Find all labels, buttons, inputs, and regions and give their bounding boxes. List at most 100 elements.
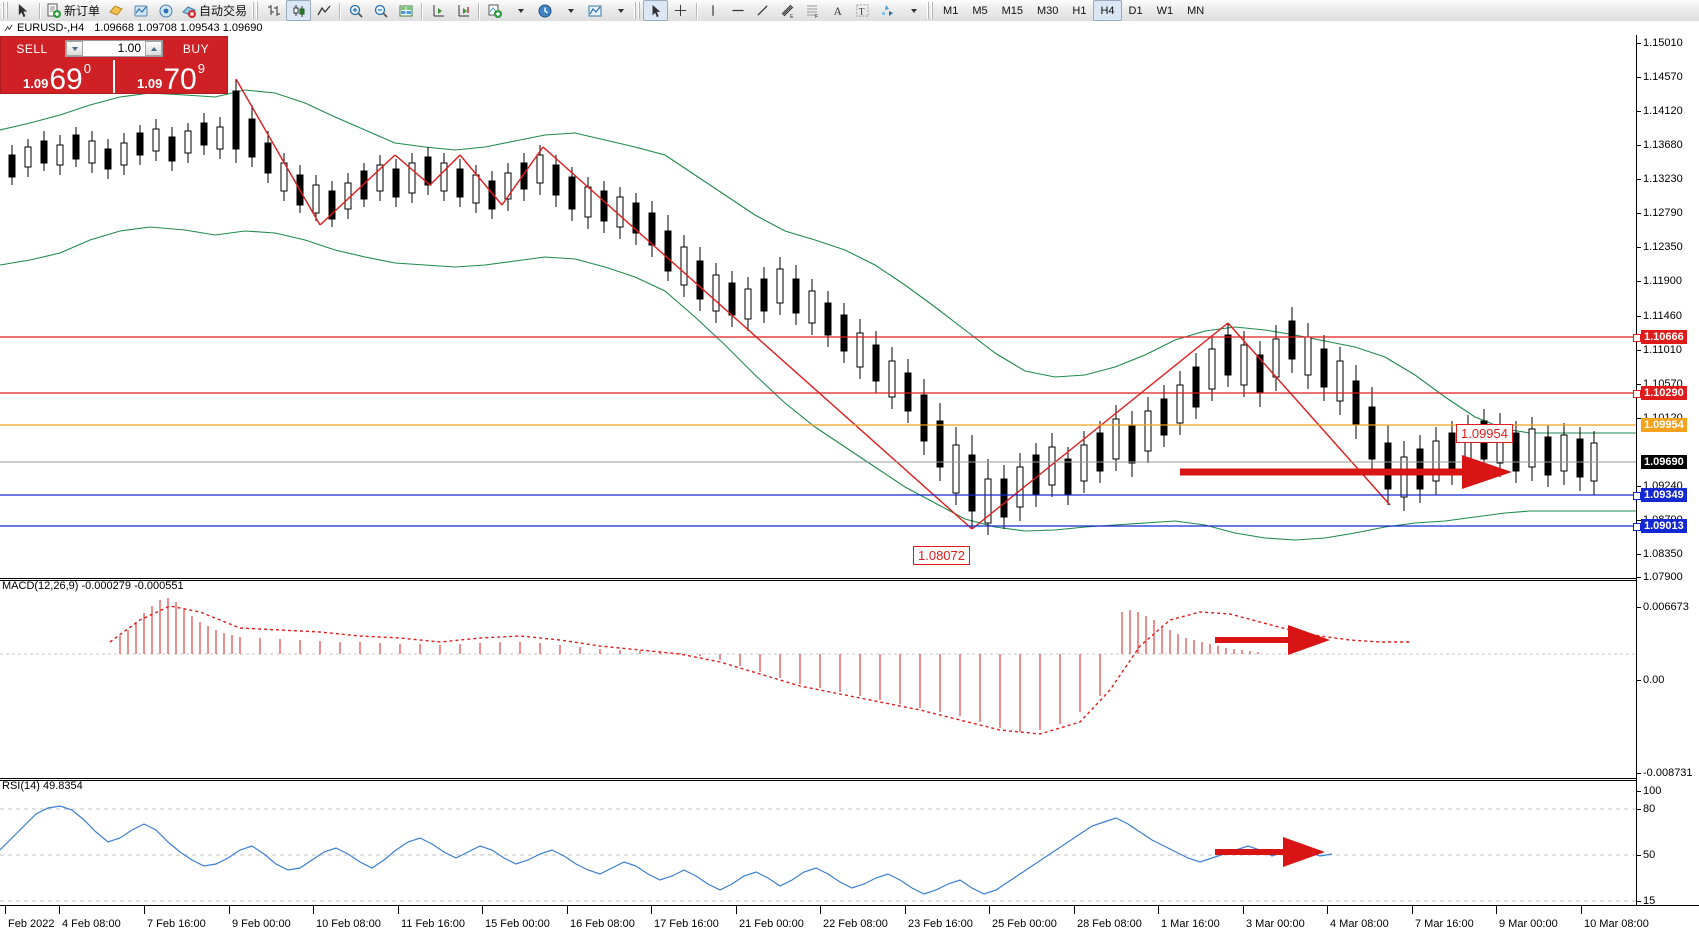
auto-scroll-icon[interactable] [450, 0, 475, 21]
period-dropdown-icon[interactable] [557, 0, 582, 21]
price-tick-label: 1.07900 [1643, 571, 1683, 583]
toolbar-grip-4[interactable] [927, 2, 935, 19]
timeframe-mn[interactable]: MN [1187, 4, 1205, 17]
bar-chart-icon[interactable] [261, 0, 286, 21]
chart-shift-icon[interactable] [425, 0, 450, 21]
text-box-icon[interactable]: T [850, 0, 875, 21]
shapes-icon[interactable] [875, 0, 900, 21]
toolbar-grip-3[interactable] [634, 2, 642, 19]
price-tick-label: 1.11460 [1643, 310, 1682, 322]
equidistant-channel-icon[interactable]: E [775, 0, 800, 21]
time-tick [144, 906, 145, 914]
sell-price-display[interactable]: 1.09 69 0 [1, 60, 113, 94]
time-tick-label: 17 Feb 16:00 [654, 918, 719, 930]
line-chart-icon[interactable] [311, 0, 336, 21]
sell-button[interactable]: SELL [16, 41, 48, 56]
price-tick [1637, 418, 1641, 419]
rsi-plot [0, 805, 1636, 902]
price-tick-label: 1.14120 [1643, 105, 1683, 117]
price-tick-label: 1.11900 [1643, 275, 1682, 287]
volume-stepper[interactable]: 1.00 [65, 40, 163, 57]
new-order-button[interactable]: 新订单 [43, 0, 103, 21]
pane-divider-macd [0, 578, 1636, 579]
timeframe-h4[interactable]: H4 [1093, 0, 1122, 21]
zoom-out-icon[interactable] [368, 0, 393, 21]
time-tick-label: 21 Feb 00:00 [739, 918, 804, 930]
timeframe-m5[interactable]: M5 [972, 4, 988, 17]
indicators-icon[interactable] [482, 0, 507, 21]
price-axis[interactable]: 1.15010 1.14570 1.14120 1.13680 1.13230 1.127… [1633, 35, 1699, 942]
buy-price-display[interactable]: 1.09 70 9 [113, 60, 227, 94]
toolbar-grip[interactable] [2, 2, 9, 19]
chart-symbol-bar: EURUSD-,H4 1.09668 1.09708 1.09543 1.096… [0, 21, 1699, 35]
chart-symbol-label: EURUSD-,H4 [17, 22, 85, 34]
period-clock-icon[interactable] [532, 0, 557, 21]
auto-trading-button[interactable]: 自动交易 [178, 0, 250, 21]
price-level-chip-110290[interactable]: 1.10290 [1641, 386, 1687, 400]
rsi-tick-label: 80 [1643, 803, 1656, 815]
price-tick [1637, 554, 1641, 555]
price-tick [1637, 145, 1641, 146]
level-drag-handle[interactable] [1633, 523, 1641, 531]
text-label-icon[interactable]: A [825, 0, 850, 21]
rsi-tick [1637, 791, 1641, 792]
price-level-chip-110666[interactable]: 1.10666 [1641, 330, 1687, 344]
tile-windows-icon[interactable] [393, 0, 418, 21]
time-tick-label: 9 Feb 00:00 [232, 918, 291, 930]
macd-pane[interactable]: MACD(12,26,9) -0.000279 -0.000551 [0, 580, 1636, 776]
level-drag-handle[interactable] [1633, 390, 1641, 398]
zoom-in-icon[interactable] [343, 0, 368, 21]
level-drag-handle[interactable] [1633, 334, 1641, 342]
macd-tick [1637, 607, 1641, 608]
volume-increase-button[interactable] [145, 41, 162, 56]
shapes-dropdown-icon[interactable] [900, 0, 925, 21]
one-click-trading-panel[interactable]: SELL 1.00 BUY 1.09 69 0 1.09 70 9 [0, 36, 228, 94]
cursor-tool-icon[interactable] [11, 0, 36, 21]
time-tick [1243, 906, 1244, 914]
price-tick [1637, 111, 1641, 112]
price-tick [1637, 384, 1641, 385]
price-level-chip-109013[interactable]: 1.09013 [1641, 519, 1687, 533]
timeframe-m1[interactable]: M1 [943, 4, 959, 17]
rsi-pane[interactable]: RSI(14) 49.8354 [0, 780, 1636, 940]
price-tick-label: 1.08350 [1643, 548, 1683, 560]
chart-annotation-109954[interactable]: 1.09954 [1456, 424, 1513, 443]
price-level-chip-109690[interactable]: 1.09690 [1641, 455, 1687, 469]
buy-button[interactable]: BUY [182, 41, 210, 56]
vertical-line-icon[interactable] [700, 0, 725, 21]
templates-dropdown-icon[interactable] [607, 0, 632, 21]
candlestick-chart-icon[interactable] [286, 0, 312, 21]
price-level-chip-109954[interactable]: 1.09954 [1641, 418, 1687, 432]
chart-annotation-108072[interactable]: 1.08072 [913, 546, 970, 565]
chart-canvas-area[interactable]: MACD(12,26,9) -0.000279 -0.000551 [0, 35, 1699, 942]
price-level-chip-109349[interactable]: 1.09349 [1641, 488, 1687, 502]
price-tick [1637, 77, 1641, 78]
price-tick-label: 1.11010 [1643, 344, 1682, 356]
time-tick-label: 11 Feb 16:00 [401, 918, 466, 930]
time-tick [567, 906, 568, 914]
templates-icon[interactable] [582, 0, 607, 21]
data-window-icon[interactable] [103, 0, 128, 21]
timeframe-m15[interactable]: M15 [1001, 4, 1023, 17]
time-tick-label: 15 Feb 00:00 [485, 918, 550, 930]
indicators-dropdown-icon[interactable] [507, 0, 532, 21]
toolbar-grip-2[interactable] [252, 2, 260, 19]
horizontal-line-icon[interactable] [725, 0, 750, 21]
price-pane[interactable] [0, 35, 1636, 577]
volume-input[interactable]: 1.00 [117, 41, 141, 55]
timeframe-m30[interactable]: M30 [1037, 4, 1059, 17]
time-axis[interactable]: Feb 2022 4 Feb 08:00 7 Feb 16:00 9 Feb 00:0… [0, 905, 1699, 943]
new-order-label: 新订单 [64, 4, 101, 18]
market-watch-icon[interactable] [128, 0, 153, 21]
fibonacci-icon[interactable]: F [800, 0, 825, 21]
price-tick-label: 1.15010 [1643, 37, 1683, 49]
trendline-icon[interactable] [750, 0, 775, 21]
cursor-arrow-icon[interactable] [643, 0, 669, 21]
level-drag-handle[interactable] [1633, 492, 1641, 500]
volume-decrease-button[interactable] [66, 41, 83, 56]
timeframe-h1[interactable]: H1 [1072, 4, 1087, 17]
timeframe-d1[interactable]: D1 [1128, 4, 1143, 17]
crosshair-icon[interactable] [668, 0, 693, 21]
navigator-icon[interactable] [153, 0, 178, 21]
timeframe-w1[interactable]: W1 [1156, 4, 1174, 17]
